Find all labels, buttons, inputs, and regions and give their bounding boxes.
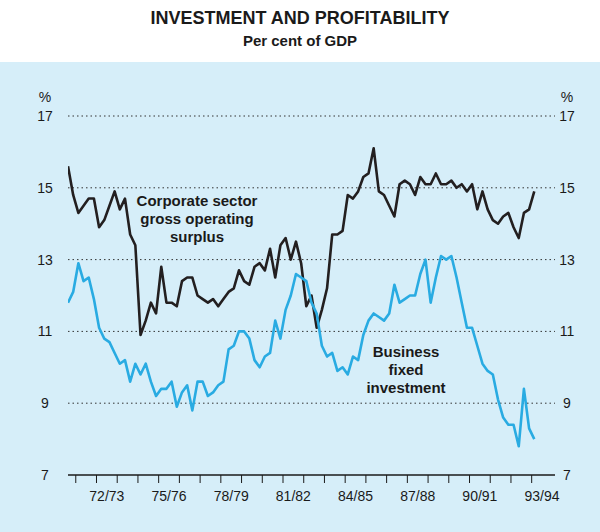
x-tick-label: 81/82 [276,488,311,504]
x-tick-label: 78/79 [214,488,249,504]
grid-line [68,116,555,117]
y-tick-label: 9 [41,395,49,411]
x-tick [510,475,511,483]
x-tick [469,475,470,483]
series-line [68,256,534,446]
x-tick-label: 90/91 [462,488,497,504]
x-tick [448,475,449,483]
grid-line [68,187,555,188]
subtitle: Per cent of GDP [243,32,357,49]
title: INVESTMENT AND PROFITABILITY [151,8,450,28]
x-tick [158,475,159,483]
x-tick [179,475,180,483]
y2-tick-label: 9 [563,395,571,411]
x-tick [345,475,346,483]
x-tick [262,475,263,483]
y2-tick-label: 17 [559,108,575,124]
y-unit-right: % [561,89,573,105]
series-group [68,148,534,446]
y2-tick-label: 7 [563,467,571,483]
x-tick-label: 84/85 [338,488,373,504]
series-line [68,148,534,335]
x-tick-label: 93/94 [525,488,560,504]
series-label: Corporate sectorgross operatingsurplus [137,192,258,245]
x-tick [96,475,97,483]
x-tick-label: 87/88 [400,488,435,504]
x-tick [490,475,491,483]
chart: INVESTMENT AND PROFITABILITY Per cent of … [0,0,600,532]
y-tick-label: 7 [41,467,49,483]
y2-tick-label: 11 [560,323,575,339]
x-tick [531,475,532,483]
x-tick [241,475,242,483]
y-unit-left: % [39,89,51,105]
y-tick-label: 11 [38,323,53,339]
x-tick [75,475,76,483]
y2-tick-label: 13 [559,252,575,268]
grid-line [68,259,555,260]
background [0,0,600,532]
y-tick-label: 17 [37,108,53,124]
grid-line [68,403,555,404]
x-tick [365,475,366,483]
x-tick [200,475,201,483]
x-tick-label: 75/76 [152,488,187,504]
x-tick [137,475,138,483]
series-label: Businessfixedinvestment [366,343,445,396]
x-tick [407,475,408,483]
y2-tick-label: 15 [559,180,575,196]
x-tick [324,475,325,483]
x-tick [220,475,221,483]
y-tick-label: 15 [37,180,53,196]
x-tick [283,475,284,483]
x-tick-label: 72/73 [89,488,124,504]
x-tick [117,475,118,483]
x-tick [386,475,387,483]
x-tick [428,475,429,483]
x-tick [303,475,304,483]
panel [0,62,600,532]
x-axis [68,474,555,476]
y-tick-label: 13 [37,252,53,268]
